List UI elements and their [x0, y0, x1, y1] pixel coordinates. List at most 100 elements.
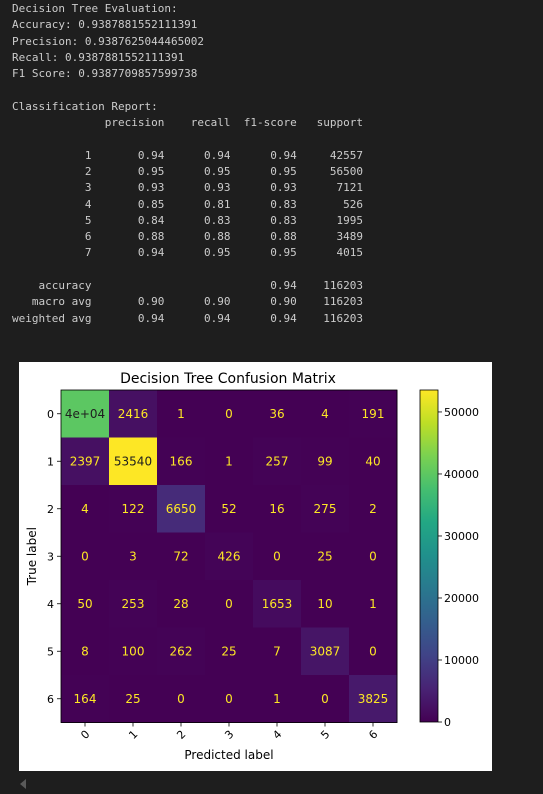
output-line	[12, 131, 363, 147]
cell-value-label: 166	[170, 454, 193, 468]
output-line: F1 Score: 0.9387709857599738	[12, 67, 198, 81]
cell-value-label: 100	[122, 644, 145, 658]
cell-value-label: 0	[369, 644, 377, 658]
output-line: macro avg 0.90 0.90 0.90 116203	[12, 295, 363, 309]
output-line: Precision: 0.9387625044465002	[12, 34, 205, 48]
cell-value-label: 40	[365, 454, 380, 468]
matrix-cell	[301, 485, 350, 533]
x-axis-label: Predicted label	[184, 748, 273, 762]
cell-value-label: 0	[81, 549, 89, 563]
cell-value-label: 0	[225, 407, 233, 421]
matrix-cell	[61, 437, 110, 486]
output-line: 4 0.85 0.81 0.83 526	[12, 197, 363, 211]
y-tick-label: 6	[47, 693, 54, 706]
cell-value-label: 2416	[118, 407, 149, 421]
cell-value-label: 53540	[114, 454, 152, 468]
matrix-cell	[301, 532, 350, 581]
output-line: Decision Tree Evaluation:	[12, 2, 178, 15]
matrix-cell	[109, 675, 158, 723]
confusion-matrix-figure: Decision Tree Confusion Matrix 4e+04 2416 1…	[19, 362, 492, 771]
cell-value-label: 10	[317, 597, 332, 611]
cell-value-label: 1653	[262, 597, 293, 611]
cell-value-label: 7	[273, 644, 281, 658]
matrix-cell	[157, 437, 206, 486]
output-line: 5 0.84 0.83 0.83 1995	[12, 213, 363, 227]
matrix-cell	[301, 390, 350, 438]
matrix-cell	[157, 485, 206, 533]
cell-value-label: 275	[314, 502, 337, 516]
cell-value-label: 25	[221, 644, 236, 658]
matrix-cell	[109, 580, 158, 628]
x-tick-label: 5	[318, 728, 332, 742]
y-tick-label: 0	[47, 408, 54, 421]
output-line: precision recall f1-score support	[12, 116, 363, 130]
x-tick-label: 6	[366, 728, 380, 742]
matrix-cell	[349, 390, 398, 438]
matrix-cell	[205, 580, 254, 628]
cell-value-label: 0	[369, 549, 377, 563]
matrix-cell	[301, 437, 350, 486]
cell-value-label: 8	[81, 644, 89, 658]
matrix-cell	[349, 485, 398, 533]
x-tick-label: 1	[126, 728, 140, 742]
colorbar-tick-label: 0	[444, 716, 451, 729]
cell-value-label: 0	[225, 597, 233, 611]
matrix-cell	[157, 532, 206, 581]
matrix-cell	[157, 580, 206, 628]
matrix-cell	[253, 532, 302, 581]
matrix-cell	[205, 532, 254, 581]
matrix-cell	[61, 532, 110, 581]
output-line: 6 0.88 0.88 0.88 3489	[12, 230, 363, 244]
y-tick-label: 2	[47, 503, 54, 516]
matrix-cell	[61, 627, 110, 676]
cell-value-label: 25	[317, 549, 332, 563]
cell-value-label: 257	[266, 454, 289, 468]
matrix-cell	[61, 485, 110, 533]
matrix-cell	[301, 580, 350, 628]
colorbar-tick-label: 50000	[444, 406, 479, 419]
x-tick-label: 4	[270, 728, 284, 742]
cell-value-label: 4	[81, 502, 89, 516]
cell-value-label: 0	[273, 549, 281, 563]
matrix-cell	[157, 627, 206, 676]
scroll-left-icon[interactable]	[20, 779, 26, 789]
matrix-cell	[61, 390, 110, 438]
matrix-cell	[349, 627, 398, 676]
output-line: 3 0.93 0.93 0.93 7121	[12, 181, 363, 195]
cell-value-label: 1	[369, 597, 377, 611]
matrix-cell	[61, 675, 110, 723]
cell-value-label: 16	[269, 502, 284, 516]
cell-value-label: 191	[362, 407, 385, 421]
cell-value-label: 72	[173, 549, 188, 563]
cell-value-label: 164	[74, 692, 97, 706]
matrix-cell	[349, 532, 398, 581]
matrix-cell	[205, 627, 254, 676]
cell-value-label: 25	[125, 692, 140, 706]
output-line	[12, 262, 363, 278]
matrix-cell	[253, 390, 302, 438]
cell-value-label: 1	[177, 407, 185, 421]
y-tick-label: 3	[47, 550, 54, 563]
colorbar-tick-label: 10000	[444, 654, 479, 667]
matrix-cell	[349, 675, 398, 723]
y-tick-label: 4	[47, 598, 54, 611]
chart-title: Decision Tree Confusion Matrix	[120, 371, 336, 387]
output-line: 1 0.94 0.94 0.94 42557	[12, 148, 363, 162]
matrix-cell	[205, 675, 254, 723]
cell-value-label: 253	[122, 597, 145, 611]
matrix-cell	[109, 485, 158, 533]
output-line: Recall: 0.9387881552111391	[12, 50, 185, 64]
colorbar-tick-label: 20000	[444, 592, 479, 605]
cell-value-label: 426	[218, 549, 241, 563]
cell-value-label: 50	[77, 597, 92, 611]
cell-value-label: 6650	[166, 502, 197, 516]
matrix-cell	[349, 437, 398, 486]
cell-value-label: 52	[221, 502, 236, 516]
matrix-cell	[253, 580, 302, 628]
x-tick-label: 3	[222, 728, 236, 742]
output-line	[12, 82, 363, 98]
output-line: Accuracy: 0.9387881552111391	[12, 18, 198, 32]
x-tick-label: 0	[78, 728, 92, 742]
matrix-cell	[205, 485, 254, 533]
output-line: accuracy 0.94 116203	[12, 279, 363, 293]
